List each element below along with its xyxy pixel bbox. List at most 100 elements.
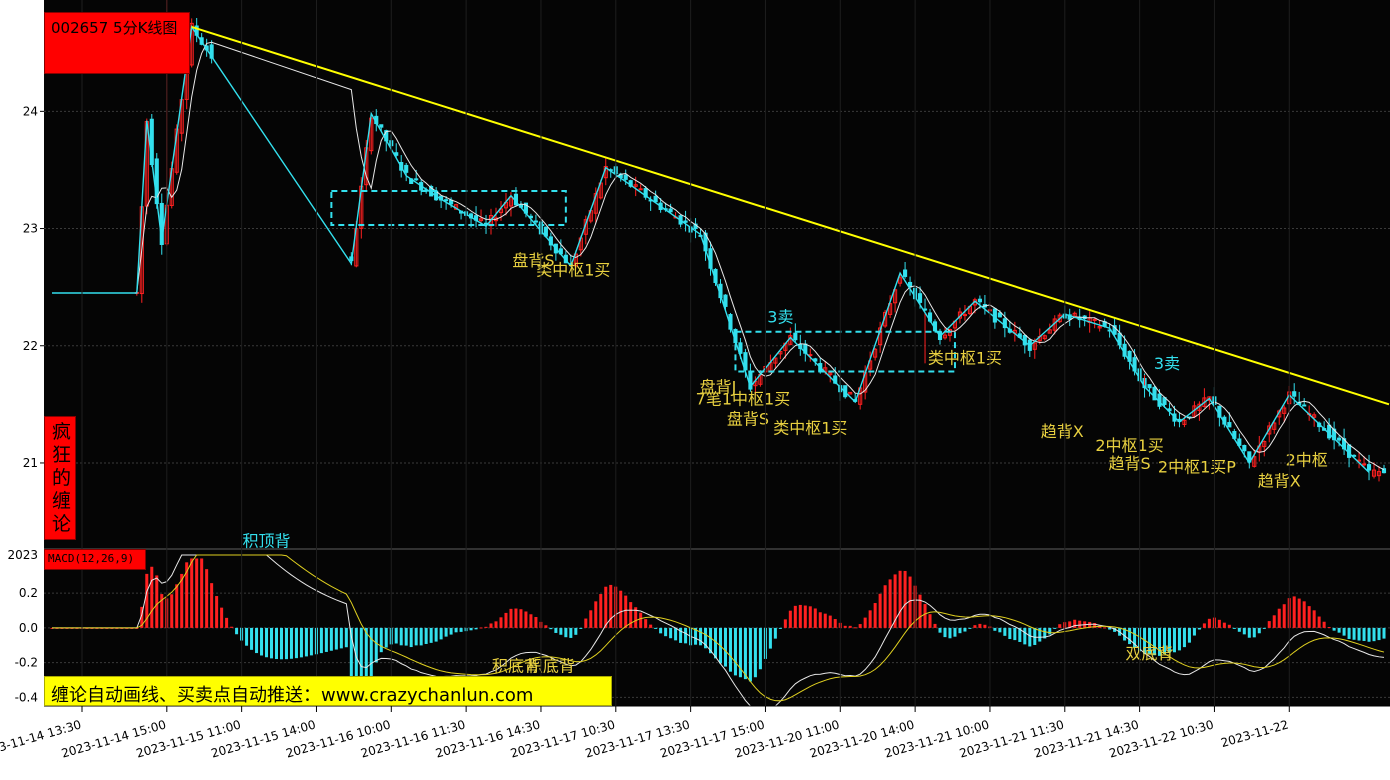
macd-dea-line bbox=[52, 554, 1385, 702]
macd-bar bbox=[1078, 620, 1082, 628]
candle-body bbox=[1112, 325, 1117, 335]
macd-bar bbox=[858, 624, 862, 628]
zhongshu-box bbox=[330, 190, 567, 227]
macd-bar bbox=[225, 617, 229, 628]
candle-body bbox=[893, 289, 898, 304]
macd-bar bbox=[793, 605, 797, 628]
macd-bar bbox=[1217, 619, 1221, 628]
macd-bar bbox=[1317, 616, 1321, 628]
macd-bar bbox=[1302, 601, 1306, 628]
macd-bar bbox=[529, 614, 533, 628]
chart-title: 002657 5分K线图 bbox=[51, 19, 178, 37]
macd-bar bbox=[1103, 627, 1107, 629]
macd-bar bbox=[579, 627, 583, 629]
candle-body bbox=[1242, 444, 1247, 452]
macd-bar bbox=[299, 627, 303, 658]
macd-bar bbox=[469, 627, 473, 631]
macd-bar bbox=[1177, 627, 1181, 651]
macd-bar bbox=[1113, 627, 1117, 632]
candle-body bbox=[593, 193, 598, 214]
candle-body bbox=[1202, 397, 1207, 408]
plot-background bbox=[44, 0, 1390, 706]
macd-bar bbox=[1242, 627, 1246, 635]
macd-bar bbox=[319, 627, 323, 654]
macd-bar bbox=[160, 594, 164, 628]
macd-bar bbox=[918, 594, 922, 628]
macd-bar bbox=[1382, 627, 1386, 639]
candle-body bbox=[668, 208, 673, 213]
macd-bar bbox=[245, 627, 249, 646]
macd-bar bbox=[454, 627, 458, 633]
macd-bar bbox=[713, 627, 718, 659]
macd-tick-label: 0.2 bbox=[19, 586, 38, 600]
promo-banner[interactable]: 缠论自动画线、买卖点自动推送：www.crazychanlun.com bbox=[44, 676, 612, 706]
candle-body bbox=[917, 293, 923, 303]
macd-bar bbox=[1073, 619, 1077, 628]
macd-bar bbox=[998, 627, 1002, 633]
candle-body bbox=[379, 124, 384, 128]
macd-signal-annotation: 双底背 bbox=[1126, 644, 1174, 663]
macd-bar bbox=[459, 627, 463, 632]
macd-bar bbox=[574, 627, 578, 635]
price-tick-label: 22 bbox=[23, 339, 38, 353]
candle-body bbox=[942, 334, 948, 339]
candle-body bbox=[189, 22, 194, 66]
macd-bar bbox=[1262, 627, 1266, 629]
macd-bar bbox=[968, 627, 972, 629]
candle-body bbox=[1337, 437, 1342, 441]
macd-bar bbox=[549, 627, 553, 630]
macd-bar bbox=[175, 584, 179, 628]
candle-body bbox=[1282, 407, 1287, 414]
candle-body bbox=[723, 294, 728, 307]
macd-bar bbox=[220, 607, 224, 628]
macd-bar bbox=[1167, 627, 1171, 653]
macd-bar bbox=[1038, 627, 1042, 642]
candle-body bbox=[1366, 464, 1372, 471]
macd-bar bbox=[704, 627, 708, 649]
promo-text: 缠论自动画线、买卖点自动推送：www.crazychanlun.com bbox=[51, 685, 534, 706]
macd-bar bbox=[619, 590, 623, 628]
candle-body bbox=[1272, 422, 1277, 430]
candle-body bbox=[1047, 329, 1052, 334]
signal-annotation: 趋背S bbox=[1108, 454, 1150, 473]
macd-bar bbox=[1202, 623, 1206, 628]
macd-bar bbox=[664, 627, 668, 637]
macd-bar bbox=[195, 558, 199, 628]
candle-body bbox=[1207, 396, 1212, 401]
candle-body bbox=[903, 269, 908, 277]
macd-bar bbox=[1197, 627, 1201, 630]
candle-body bbox=[533, 220, 538, 223]
brand-side-label: 疯狂的缠论 bbox=[52, 421, 72, 535]
macd-bar bbox=[803, 605, 807, 628]
macd-bar bbox=[893, 574, 897, 628]
macd-bar bbox=[444, 627, 448, 637]
macd-bar bbox=[1068, 621, 1072, 628]
macd-top-label: 2023 bbox=[7, 548, 38, 562]
macd-bar bbox=[205, 569, 209, 628]
macd-bar bbox=[699, 627, 703, 646]
macd-bar bbox=[728, 627, 732, 672]
candle-body bbox=[1032, 342, 1037, 350]
candle-body bbox=[444, 199, 449, 202]
macd-bar bbox=[833, 619, 837, 628]
candle-body bbox=[653, 195, 658, 203]
signal-annotation: 类中枢1买 bbox=[773, 419, 847, 438]
candle-body bbox=[1227, 422, 1232, 428]
candle-body bbox=[1072, 312, 1077, 317]
candle-body bbox=[1002, 318, 1007, 329]
macd-bar bbox=[544, 625, 548, 628]
macd-bar bbox=[339, 627, 343, 649]
macd-bar bbox=[1192, 627, 1196, 636]
macd-bar bbox=[1043, 627, 1047, 639]
signal-annotation: 盘背S bbox=[727, 409, 769, 428]
macd-bar bbox=[1372, 627, 1376, 642]
macd-bar bbox=[743, 627, 747, 680]
macd-bar bbox=[1222, 622, 1226, 628]
macd-bar bbox=[748, 627, 752, 682]
macd-bar bbox=[888, 579, 892, 628]
macd-bar bbox=[1023, 627, 1027, 645]
macd-bar bbox=[1013, 627, 1017, 641]
